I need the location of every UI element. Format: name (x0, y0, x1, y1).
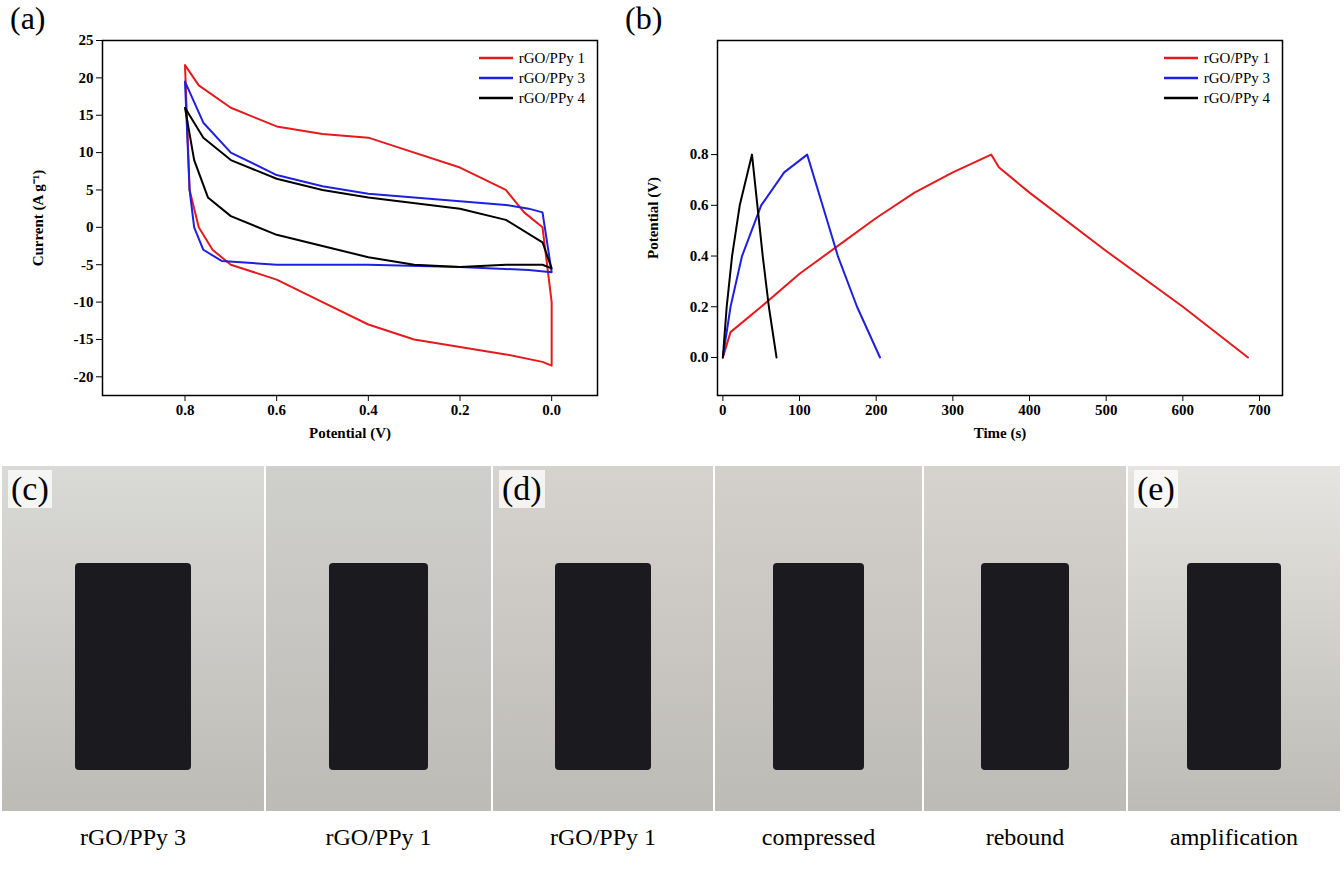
html-text:(a): (a) (10, 0, 46, 36)
svg-text:Time (s): Time (s) (974, 425, 1027, 442)
html-text:rGO/PPy 3: rGO/PPy 3 (1203, 69, 1270, 86)
svg-text:-10: -10 (74, 294, 94, 310)
html-text:rGO/PPy 3: rGO/PPy 3 (80, 824, 186, 850)
svg-text:300: 300 (942, 402, 965, 418)
html-text:(c): (c) (11, 470, 49, 507)
svg-text:0.0: 0.0 (542, 402, 561, 418)
svg-text:0.4: 0.4 (359, 402, 378, 418)
html-text:rGO/PPy 1: rGO/PPy 1 (550, 824, 656, 850)
svg-text:-20: -20 (74, 369, 94, 385)
svg-text:700: 700 (1248, 402, 1271, 418)
html-text:(b): (b) (625, 0, 663, 36)
svg-text:0: 0 (719, 402, 727, 418)
html-text:rGO/PPy 1: rGO/PPy 1 (1203, 49, 1270, 66)
svg-text:0.6: 0.6 (267, 402, 286, 418)
svg-text:600: 600 (1172, 402, 1195, 418)
html-text:amplification: amplification (1170, 824, 1298, 850)
svg-text:0.4: 0.4 (690, 248, 709, 264)
svg-text:Potential (V): Potential (V) (645, 177, 662, 259)
svg-text:15: 15 (79, 107, 94, 123)
svg-text:-5: -5 (81, 257, 94, 273)
svg-text:0.0: 0.0 (690, 349, 709, 365)
svg-text:100: 100 (788, 402, 811, 418)
html-text:rebound: rebound (985, 824, 1065, 850)
html-text:rGO/PPy 4: rGO/PPy 4 (1203, 89, 1270, 106)
html-text:(e): (e) (1137, 470, 1175, 507)
svg-text:Potential (V): Potential (V) (309, 425, 391, 442)
svg-text:500: 500 (1095, 402, 1118, 418)
svg-text:0.8: 0.8 (176, 402, 195, 418)
svg-text:10: 10 (79, 144, 94, 160)
html-text:rGO/PPy 1: rGO/PPy 1 (325, 824, 432, 850)
svg-text:0.2: 0.2 (690, 299, 709, 315)
svg-text:25: 25 (79, 32, 94, 48)
html-text:(d): (d) (502, 470, 542, 507)
svg-text:0: 0 (86, 219, 94, 235)
html-text:rGO/PPy 4: rGO/PPy 4 (518, 89, 585, 106)
svg-text:0.8: 0.8 (690, 146, 709, 162)
svg-text:0.2: 0.2 (451, 402, 470, 418)
svg-text:-15: -15 (74, 331, 94, 347)
html-text:rGO/PPy 3: rGO/PPy 3 (518, 69, 585, 86)
html-text:rGO/PPy 1: rGO/PPy 1 (518, 49, 585, 66)
html-text:compressed: compressed (761, 824, 876, 850)
svg-text:200: 200 (865, 402, 888, 418)
svg-text:20: 20 (79, 70, 94, 86)
svg-text:Current (A g⁻¹): Current (A g⁻¹) (30, 170, 47, 267)
svg-text:400: 400 (1018, 402, 1041, 418)
svg-text:5: 5 (86, 182, 94, 198)
svg-text:0.6: 0.6 (690, 197, 709, 213)
